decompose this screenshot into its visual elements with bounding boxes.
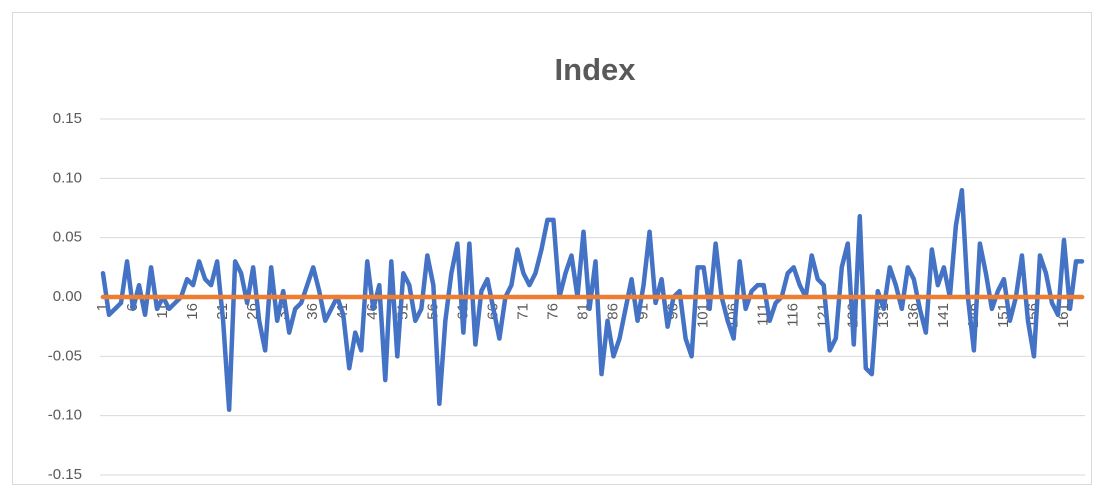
- y-tick-label: 0.10: [53, 169, 82, 186]
- x-tick-label: 116: [785, 303, 802, 327]
- x-tick-label: 1: [94, 303, 111, 311]
- y-tick-label: 0.05: [53, 229, 82, 246]
- y-tick-label: 0.15: [53, 110, 82, 127]
- x-tick-label: 71: [514, 303, 531, 320]
- x-tick-label: 86: [604, 303, 621, 320]
- x-tick-label: 131: [875, 303, 892, 328]
- chart-border: [12, 12, 1092, 485]
- y-tick-label: -0.05: [48, 347, 82, 364]
- x-tick-label: 46: [364, 303, 381, 320]
- y-tick-label: 0.00: [53, 288, 82, 305]
- x-tick-label: 16: [184, 303, 201, 320]
- x-tick-label: 36: [304, 303, 321, 320]
- data-line: [100, 187, 1085, 412]
- y-tick-label: -0.10: [48, 407, 82, 424]
- y-tick-label: -0.15: [48, 466, 82, 483]
- chart-title: Index: [555, 52, 637, 87]
- x-tick-label: 76: [544, 303, 561, 320]
- x-tick-label: 101: [695, 303, 712, 328]
- x-tick-label: 141: [935, 303, 952, 328]
- x-tick-label: 136: [905, 303, 922, 328]
